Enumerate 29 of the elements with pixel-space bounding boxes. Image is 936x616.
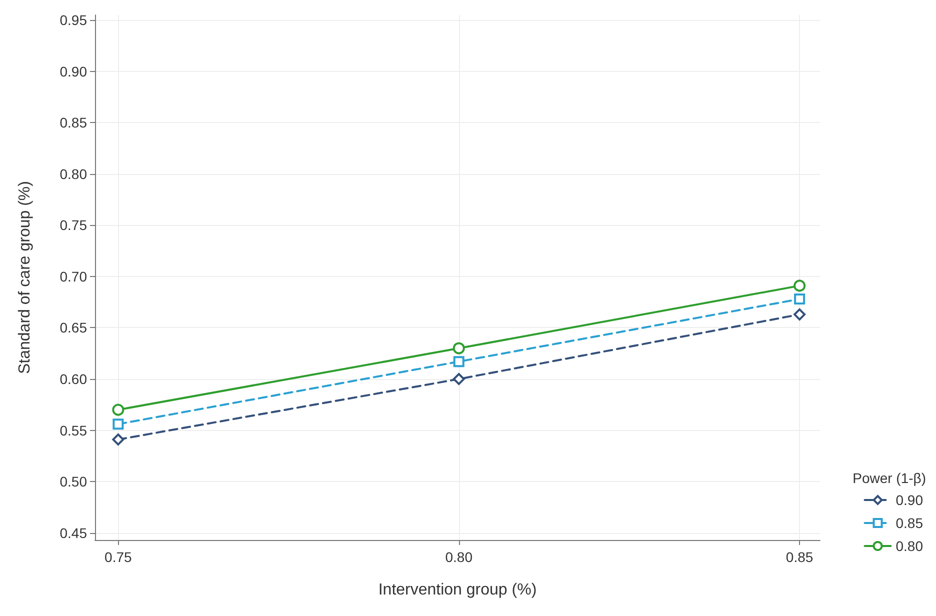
y-tick-label: 0.90 xyxy=(60,63,88,80)
point xyxy=(112,418,124,430)
legend-label: 0.80 xyxy=(896,538,924,554)
y-axis-title: Standard of care group (%) xyxy=(16,181,34,374)
legend-label: 0.90 xyxy=(896,492,924,508)
y-tick-label: 0.80 xyxy=(60,166,88,182)
y-tick-label: 0.75 xyxy=(60,217,88,234)
legend-label: 0.85 xyxy=(896,515,924,531)
x-tick-label: 0.85 xyxy=(786,549,814,565)
y-tick-label: 0.85 xyxy=(60,114,88,131)
point xyxy=(794,308,806,320)
y-tick-label: 0.55 xyxy=(60,422,88,438)
point xyxy=(452,342,465,354)
point xyxy=(453,356,464,368)
point xyxy=(794,280,806,292)
x-tick-label: 0.75 xyxy=(104,549,132,565)
x-tick-label: 0.80 xyxy=(445,549,473,565)
y-tick-label: 0.95 xyxy=(60,12,88,28)
y-tick-label: 0.60 xyxy=(60,371,88,388)
y-tick-label: 0.50 xyxy=(60,474,88,490)
x-axis-title: Intervention group (%) xyxy=(378,582,537,598)
y-tick-label: 0.45 xyxy=(60,524,88,541)
point xyxy=(452,373,465,386)
point xyxy=(794,294,806,305)
point xyxy=(112,434,124,446)
y-tick-label: 0.65 xyxy=(60,320,88,336)
y-tick-label: 0.70 xyxy=(60,268,88,284)
legend-title: Power (1-β) xyxy=(852,470,926,486)
point xyxy=(112,404,124,416)
